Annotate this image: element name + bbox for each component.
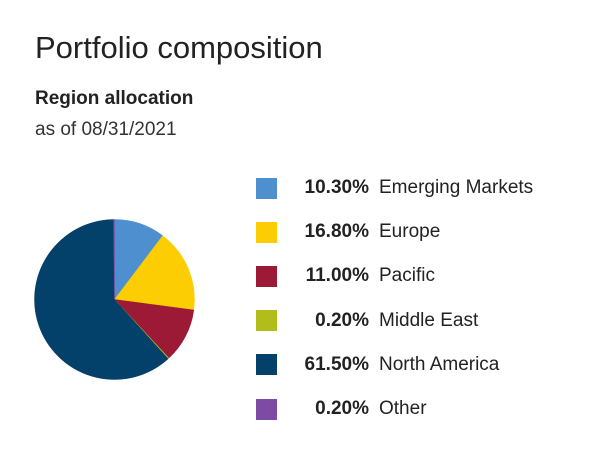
legend-percentage: 0.20% bbox=[315, 309, 369, 331]
legend-percentage: 16.80% bbox=[304, 221, 369, 243]
legend-item-emerging-markets: 10.30% Emerging Markets bbox=[256, 166, 581, 210]
legend-swatch bbox=[256, 177, 277, 199]
pie-chart bbox=[34, 219, 195, 380]
page-title: Portfolio composition bbox=[35, 30, 323, 65]
as-of-date: as of 08/31/2021 bbox=[35, 119, 177, 140]
legend-label: Other bbox=[379, 398, 427, 420]
legend-label: Middle East bbox=[379, 309, 479, 331]
legend-swatch bbox=[256, 221, 277, 243]
legend-swatch bbox=[256, 265, 277, 287]
legend-percentage: 10.30% bbox=[304, 177, 369, 199]
legend-label: Emerging Markets bbox=[379, 177, 534, 199]
legend-percentage: 11.00% bbox=[305, 265, 369, 287]
legend-percentage: 61.50% bbox=[304, 353, 369, 375]
section-subtitle: Region allocation bbox=[35, 88, 194, 109]
legend-label: Pacific bbox=[379, 265, 435, 287]
pie-slice-europe bbox=[114, 235, 195, 311]
legend-item-other: 0.20% Other bbox=[256, 387, 581, 431]
legend-item-north-america: 61.50% North America bbox=[256, 343, 581, 387]
pie-slice-north-america bbox=[34, 219, 169, 380]
legend-item-middle-east: 0.20% Middle East bbox=[256, 299, 581, 343]
legend-label: North America bbox=[379, 353, 500, 375]
legend-swatch bbox=[256, 354, 277, 376]
legend-swatch bbox=[256, 398, 277, 420]
legend-swatch bbox=[256, 310, 277, 332]
legend-percentage: 0.20% bbox=[315, 398, 369, 420]
legend-item-pacific: 11.00% Pacific bbox=[256, 254, 581, 298]
pie-slice-other bbox=[113, 219, 115, 300]
legend-item-europe: 16.80% Europe bbox=[256, 210, 581, 254]
legend-label: Europe bbox=[379, 221, 441, 243]
chart-legend: 10.30% Emerging Markets 16.80% Europe 11.00%… bbox=[256, 166, 581, 431]
